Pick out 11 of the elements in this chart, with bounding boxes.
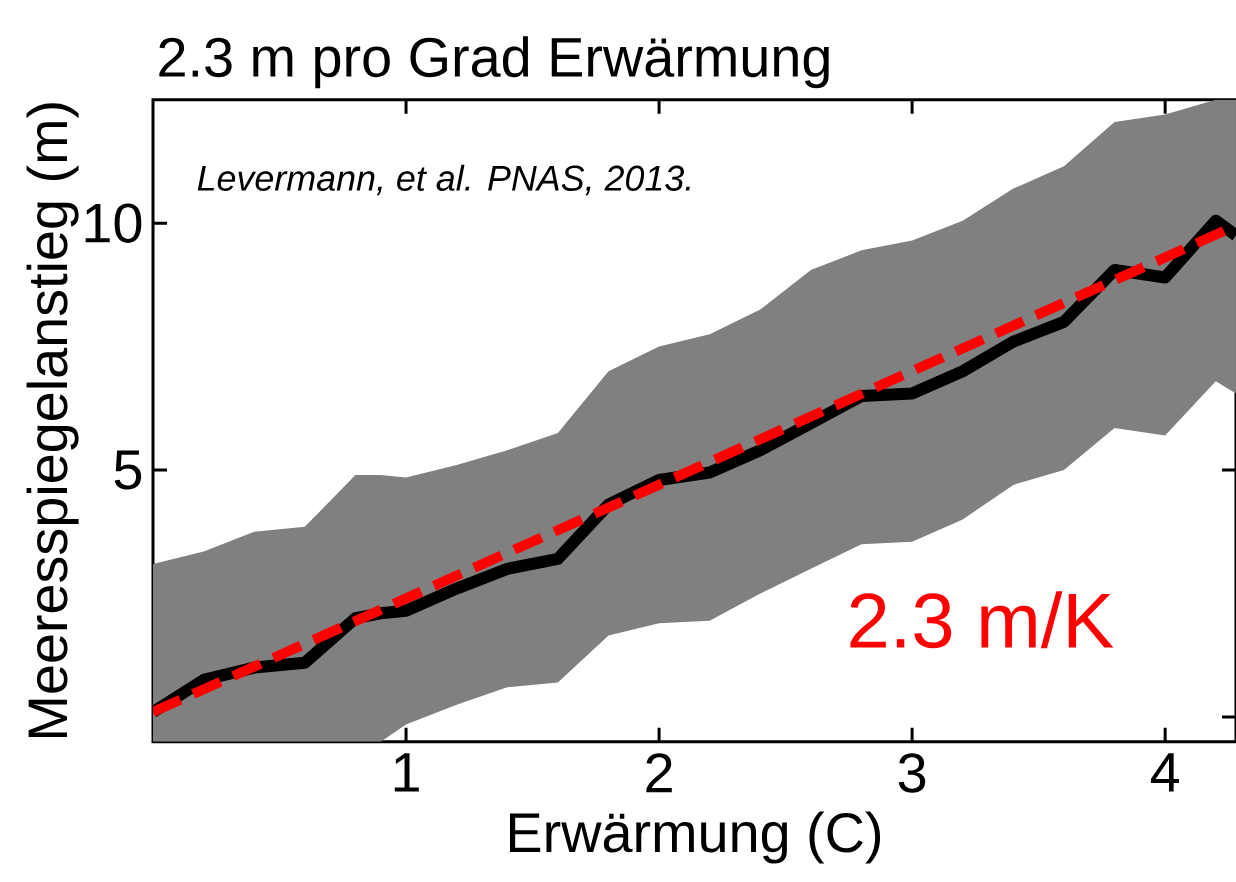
annotation: Levermann, et al. PNAS, 2013. (197, 164, 690, 196)
y-tick-label: 5 (114, 450, 142, 490)
x-tick-label: 2 (646, 753, 672, 793)
annotation: 2.3 m/K (850, 591, 1114, 649)
x-tick-label: 1 (394, 753, 419, 792)
x-tick-label: 4 (1150, 753, 1180, 792)
x-tick-label: 3 (898, 753, 926, 793)
y-tick-label: 10 (85, 203, 142, 243)
y-axis-title: Meeresspiegelanstieg (m) (26, 103, 79, 738)
chart-title: 2.3 m pro Grad Erwärmung (159, 36, 829, 89)
x-axis-title: Erwärmung (C) (509, 811, 881, 864)
